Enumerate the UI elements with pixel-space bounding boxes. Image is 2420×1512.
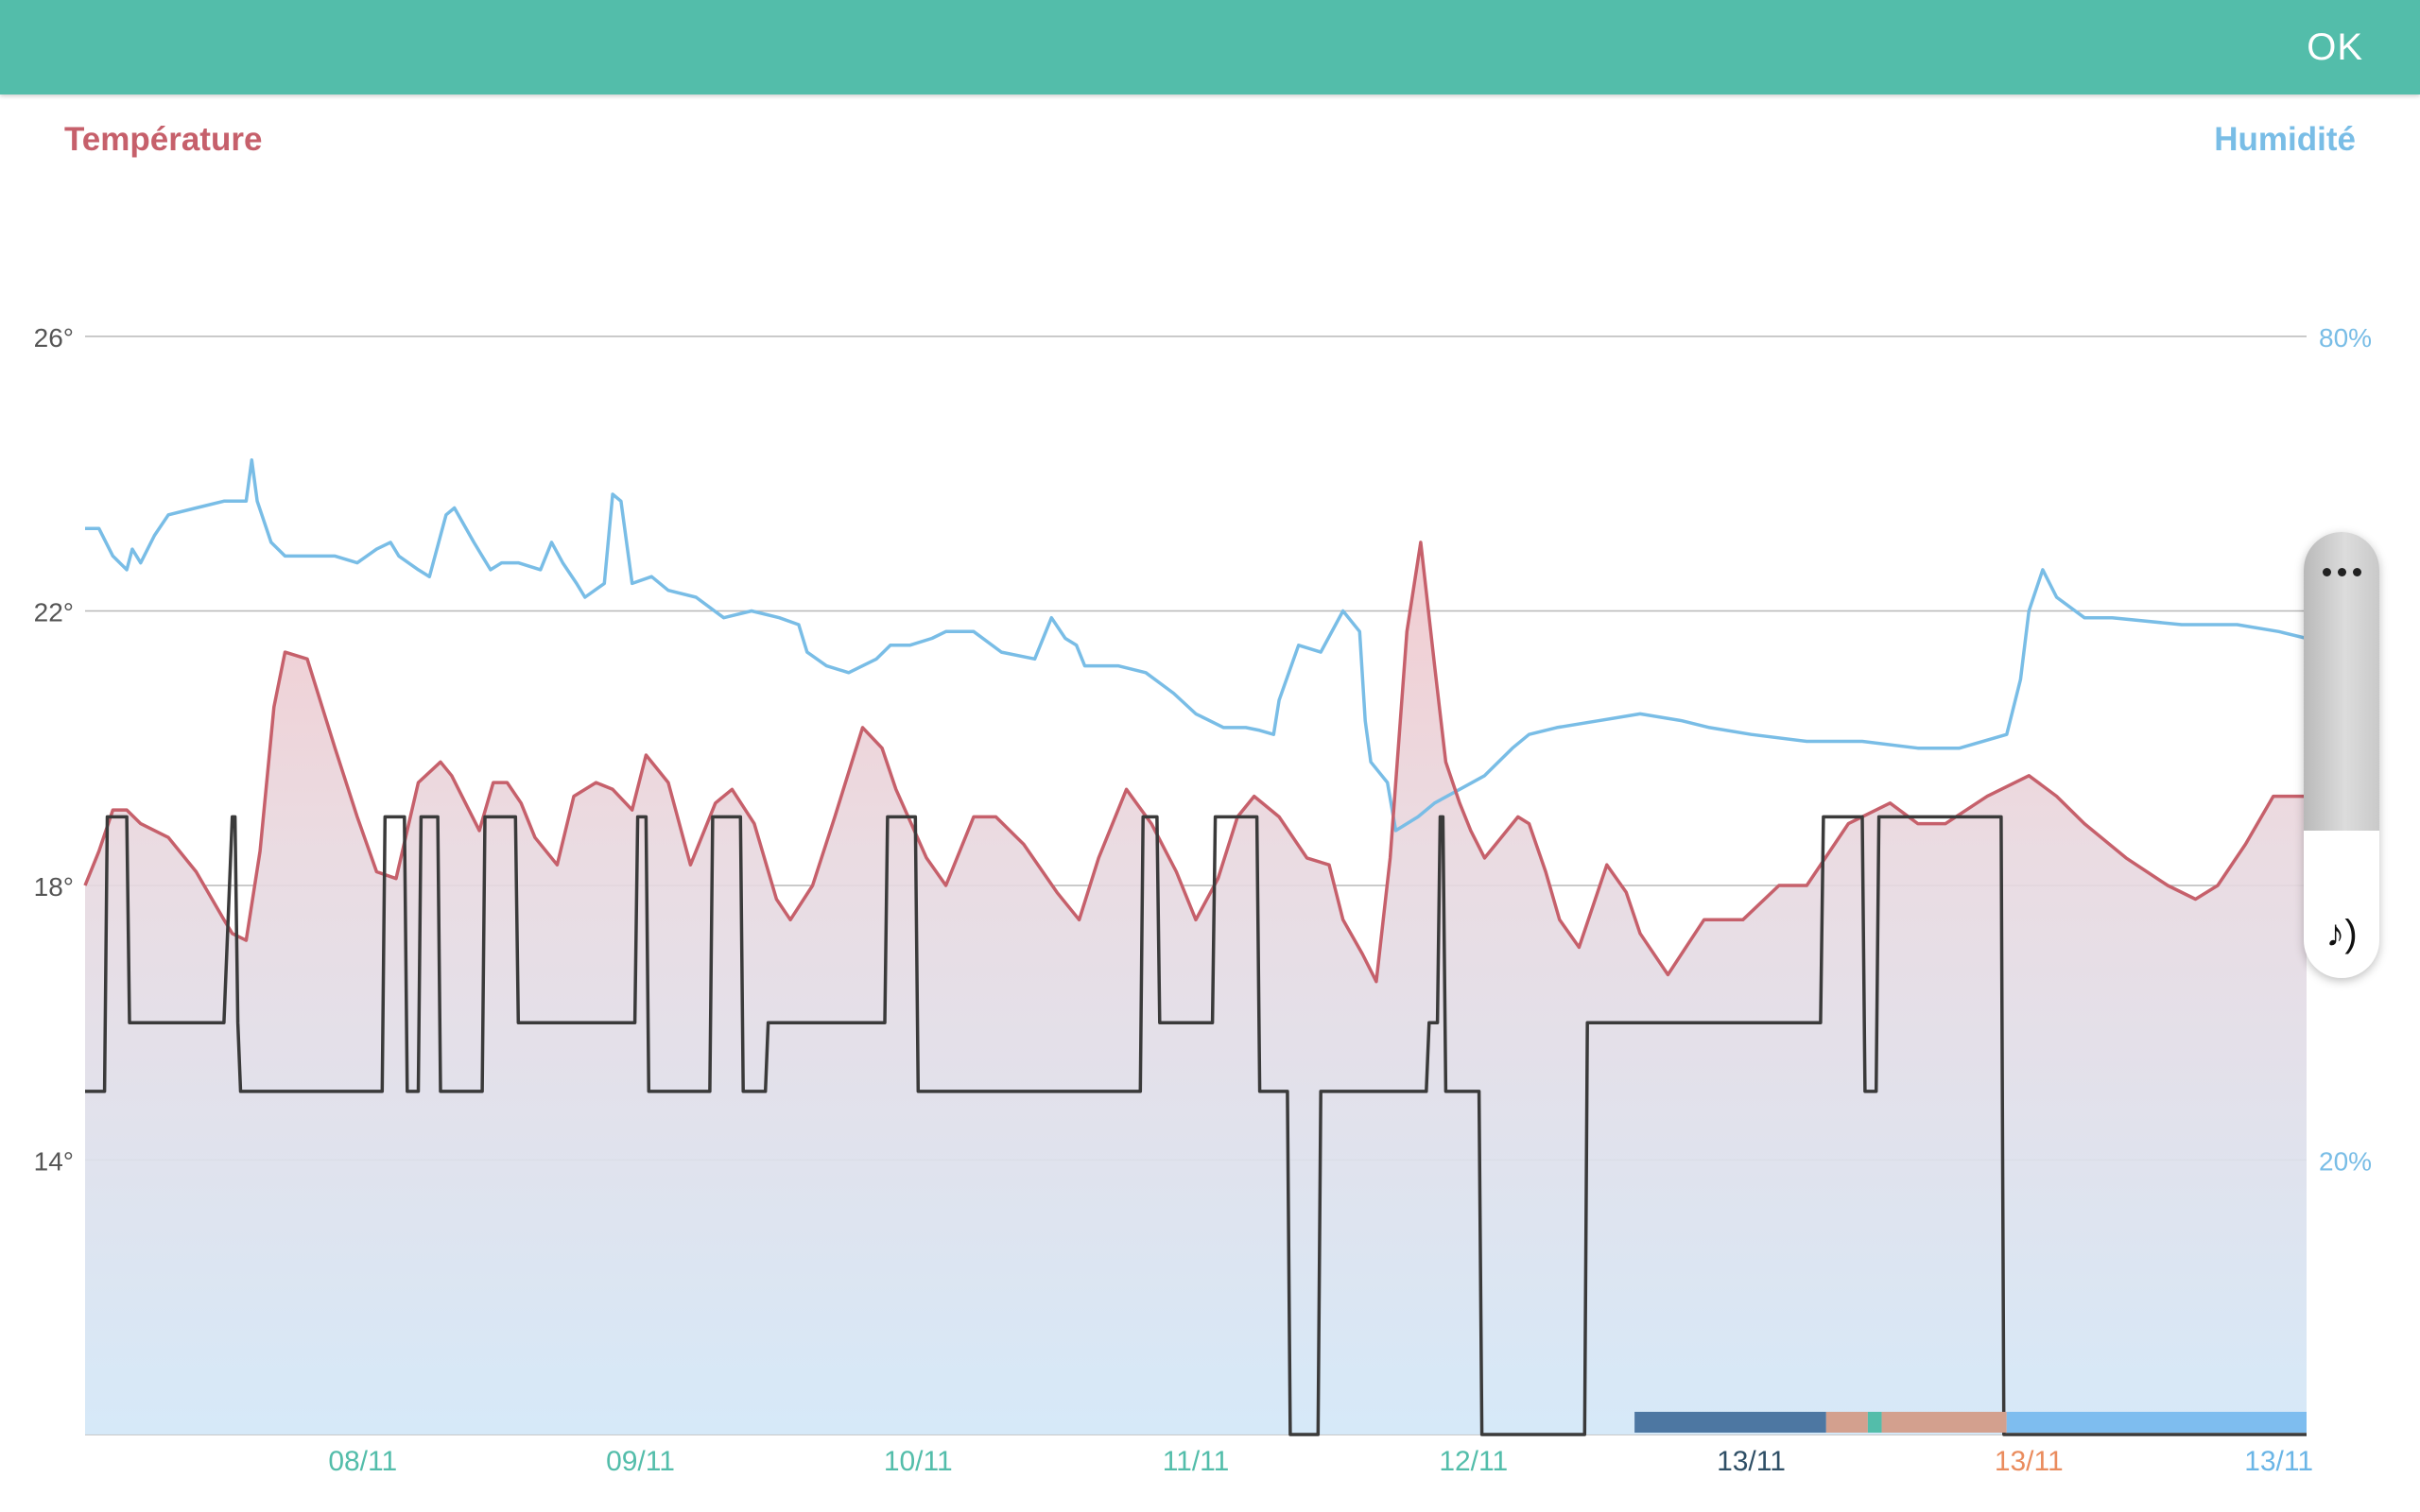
- x-tick-label: 09/11: [606, 1446, 675, 1477]
- y-right-tick-label: 20%: [2319, 1146, 2372, 1176]
- y-left-tick-label: 18°: [34, 872, 74, 902]
- y-left-tick-label: 22°: [34, 597, 74, 627]
- timeline-band-segment: [1826, 1412, 1868, 1433]
- x-tick-label: 12/11: [1439, 1446, 1508, 1477]
- timeline-band-segment: [1882, 1412, 2007, 1433]
- more-horizontal-icon[interactable]: [2304, 553, 2379, 591]
- side-panel[interactable]: ♪): [2304, 532, 2379, 978]
- y-left-tick-label: 14°: [34, 1146, 74, 1176]
- x-tick-label: 13/11: [2244, 1446, 2313, 1477]
- x-tick-label: 13/11: [1717, 1446, 1786, 1477]
- y-right-tick-label: 80%: [2319, 323, 2372, 352]
- timeline-band-segment: [1868, 1412, 1882, 1433]
- humidity-line: [85, 460, 2307, 831]
- y-left-tick-label: 26°: [34, 323, 74, 352]
- x-tick-label: 11/11: [1163, 1446, 1230, 1477]
- timeline-band-segment: [2007, 1412, 2307, 1433]
- x-tick-label: 13/11: [1995, 1446, 2064, 1477]
- x-tick-label: 08/11: [328, 1446, 397, 1477]
- sound-note-icon[interactable]: ♪): [2304, 910, 2379, 957]
- x-tick-label: 10/11: [884, 1446, 953, 1477]
- timeline-band-segment: [1634, 1412, 1826, 1433]
